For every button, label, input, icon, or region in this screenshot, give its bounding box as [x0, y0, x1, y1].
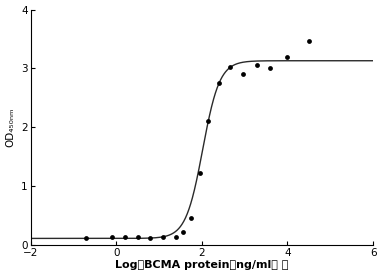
Point: [83, 236, 89, 240]
Point: [254, 63, 261, 68]
Point: [205, 119, 211, 124]
Point: [306, 39, 312, 43]
Point: [147, 236, 154, 240]
Point: [188, 216, 194, 221]
Point: [227, 64, 233, 69]
Point: [109, 235, 115, 240]
Y-axis label: OD₄₅₀ₙₘ: OD₄₅₀ₙₘ: [6, 108, 16, 147]
Point: [285, 54, 291, 59]
Point: [173, 234, 179, 239]
Point: [240, 72, 246, 76]
Point: [216, 81, 222, 85]
Point: [134, 235, 141, 240]
Point: [180, 230, 186, 234]
Point: [122, 234, 128, 239]
Point: [197, 171, 203, 175]
X-axis label: Log（BCMA protein（ng/ml） ）: Log（BCMA protein（ng/ml） ）: [115, 261, 288, 270]
Point: [160, 235, 166, 240]
Point: [267, 66, 274, 71]
